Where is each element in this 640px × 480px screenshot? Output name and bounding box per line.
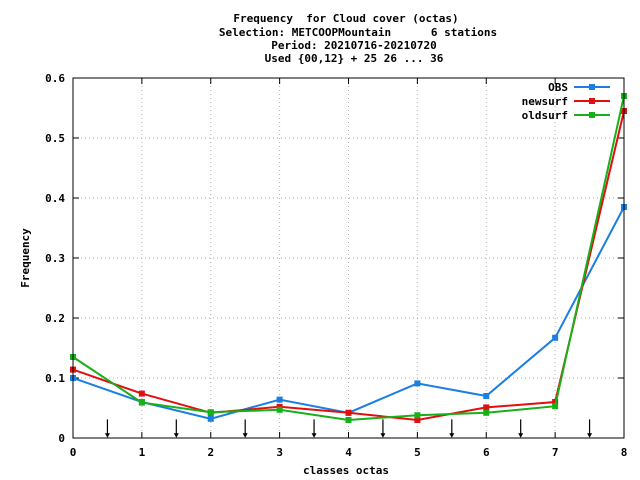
arrow-head xyxy=(311,433,317,438)
x-axis-ticks: 0 1 2 3 4 5 6 7 8 xyxy=(70,78,628,459)
arrow-head xyxy=(104,433,110,438)
y-tick-label: 0.6 xyxy=(45,72,65,85)
legend-entry: oldsurf xyxy=(522,109,610,122)
legend-label: oldsurf xyxy=(522,109,568,122)
y-axis-label: Frequency xyxy=(19,228,32,288)
down-arrow-marker xyxy=(104,419,110,438)
down-arrow-marker xyxy=(242,419,248,438)
y-tick-label: 0.1 xyxy=(45,372,65,385)
legend-marker xyxy=(589,98,595,104)
x-tick-label: 5 xyxy=(414,446,421,459)
down-arrow-marker xyxy=(449,419,455,438)
data-point xyxy=(552,334,559,341)
data-point xyxy=(345,409,352,416)
data-point xyxy=(483,409,490,416)
arrow-head xyxy=(380,433,386,438)
y-tick-label: 0.3 xyxy=(45,252,65,265)
y-axis-ticks: 0 0.1 0.2 0.3 0.4 0.5 0.6 xyxy=(45,72,624,445)
legend-marker xyxy=(589,84,595,90)
data-point xyxy=(276,406,283,413)
legend-label: newsurf xyxy=(522,95,568,108)
data-point xyxy=(552,403,559,410)
chart-title-line-2: Selection: METCOOPMountain 6 stations xyxy=(219,26,497,39)
arrow-head xyxy=(587,433,593,438)
legend-entry: OBS xyxy=(548,81,610,94)
series-line xyxy=(72,110,625,422)
y-tick-label: 0.5 xyxy=(45,132,65,145)
data-point xyxy=(207,409,214,416)
x-tick-label: 7 xyxy=(552,446,559,459)
x-axis-label: classes octas xyxy=(303,464,389,477)
x-tick-label: 0 xyxy=(70,446,77,459)
arrow-head xyxy=(518,433,524,438)
class-boundary-arrows xyxy=(104,419,593,438)
data-point xyxy=(345,417,352,423)
x-tick-label: 4 xyxy=(345,446,352,459)
legend-entry: newsurf xyxy=(522,95,610,108)
chart-title: Frequency for Cloud cover (octas) Select… xyxy=(219,12,497,65)
x-tick-label: 8 xyxy=(621,446,628,459)
chart-title-line-1: Frequency for Cloud cover (octas) xyxy=(233,12,458,25)
data-point xyxy=(483,404,490,411)
y-tick-label: 0 xyxy=(58,432,65,445)
y-tick-label: 0.4 xyxy=(45,192,65,205)
data-point xyxy=(414,380,421,387)
down-arrow-marker xyxy=(380,419,386,438)
legend-label: OBS xyxy=(548,81,568,94)
x-tick-label: 6 xyxy=(483,446,490,459)
data-point xyxy=(483,393,490,399)
data-point xyxy=(414,417,421,423)
down-arrow-marker xyxy=(311,419,317,438)
arrow-head xyxy=(173,433,179,438)
y-tick-label: 0.2 xyxy=(45,312,65,325)
series-newsurf xyxy=(70,108,627,423)
chart-title-line-4: Used {00,12} + 25 26 ... 36 xyxy=(265,52,444,65)
chart-title-line-3: Period: 20210716-20210720 xyxy=(271,39,437,52)
data-point xyxy=(414,412,421,419)
legend-marker xyxy=(589,112,595,118)
x-tick-label: 2 xyxy=(207,446,214,459)
x-tick-label: 3 xyxy=(276,446,283,459)
x-tick-label: 1 xyxy=(139,446,146,459)
down-arrow-marker xyxy=(173,419,179,438)
down-arrow-marker xyxy=(518,419,524,438)
down-arrow-marker xyxy=(587,419,593,438)
arrow-head xyxy=(242,433,248,438)
grid-lines xyxy=(73,78,624,438)
data-point xyxy=(138,399,145,406)
data-point xyxy=(207,415,214,422)
plot-frame xyxy=(72,77,625,439)
data-point xyxy=(138,390,145,397)
arrow-head xyxy=(449,433,455,438)
series-OBS xyxy=(70,204,627,422)
data-point xyxy=(276,396,283,403)
